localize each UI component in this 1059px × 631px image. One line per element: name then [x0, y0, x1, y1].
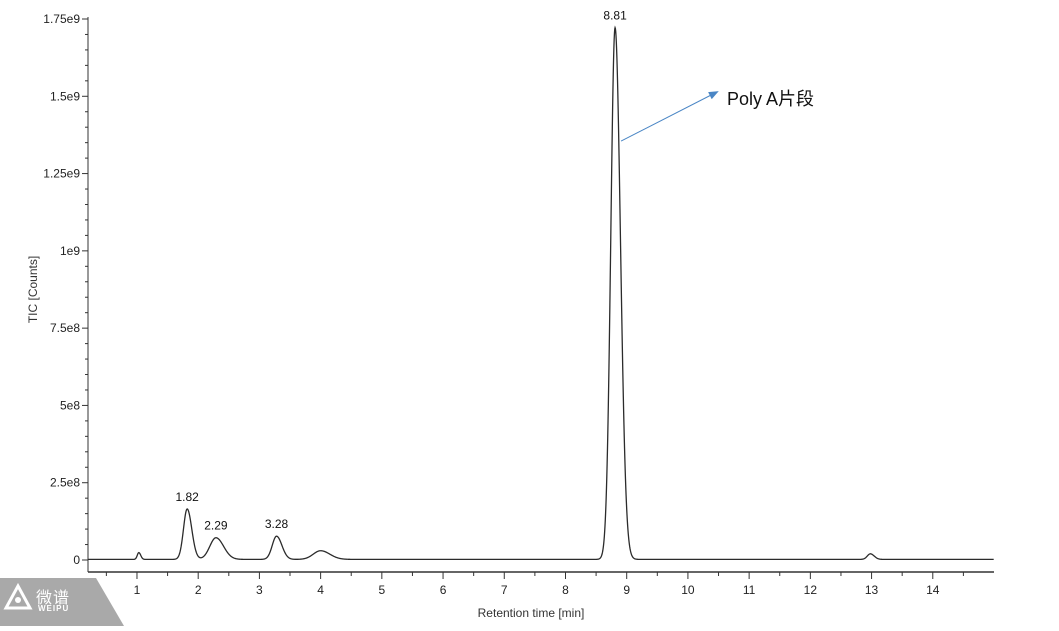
y-tick-label: 1e9	[60, 244, 80, 258]
y-tick-label: 2.5e8	[50, 476, 80, 490]
x-tick-label: 5	[378, 583, 385, 597]
y-tick-label: 1.5e9	[50, 89, 80, 103]
x-tick-label: 11	[743, 583, 756, 597]
x-axis-title: Retention time [min]	[478, 606, 585, 620]
x-tick-label: 8	[562, 583, 569, 597]
peak-label: 8.81	[603, 9, 627, 23]
y-tick-label: 7.5e8	[50, 321, 80, 335]
x-tick-label: 7	[501, 583, 508, 597]
tic-trace	[88, 25, 994, 561]
x-tick-label: 9	[623, 583, 630, 597]
peak-label: 1.82	[175, 490, 199, 504]
logo-english-text: WEIPU	[38, 604, 70, 613]
y-tick-label: 1.25e9	[43, 167, 80, 181]
weipu-logo-icon	[3, 582, 33, 610]
x-tick-label: 1	[134, 583, 141, 597]
annotation-label: Poly A片段	[727, 89, 814, 109]
x-tick-label: 10	[681, 583, 695, 597]
annotation-arrow	[620, 91, 719, 142]
logo-chinese-text: 微谱	[36, 588, 71, 607]
y-tick-label: 1.75e9	[43, 12, 80, 26]
y-tick-label: 5e8	[60, 398, 80, 412]
x-tick-label: 13	[865, 583, 879, 597]
y-axis-title: TIC [Counts]	[26, 256, 40, 323]
peak-label: 2.29	[204, 519, 228, 533]
x-tick-label: 12	[804, 583, 818, 597]
y-tick-label: 0	[73, 553, 80, 567]
x-tick-label: 3	[256, 583, 263, 597]
x-tick-label: 2	[195, 583, 202, 597]
x-tick-label: 6	[440, 583, 447, 597]
peak-label: 3.28	[265, 517, 289, 531]
x-tick-label: 4	[317, 583, 324, 597]
weipu-logo	[0, 578, 124, 626]
x-tick-label: 14	[926, 583, 940, 597]
